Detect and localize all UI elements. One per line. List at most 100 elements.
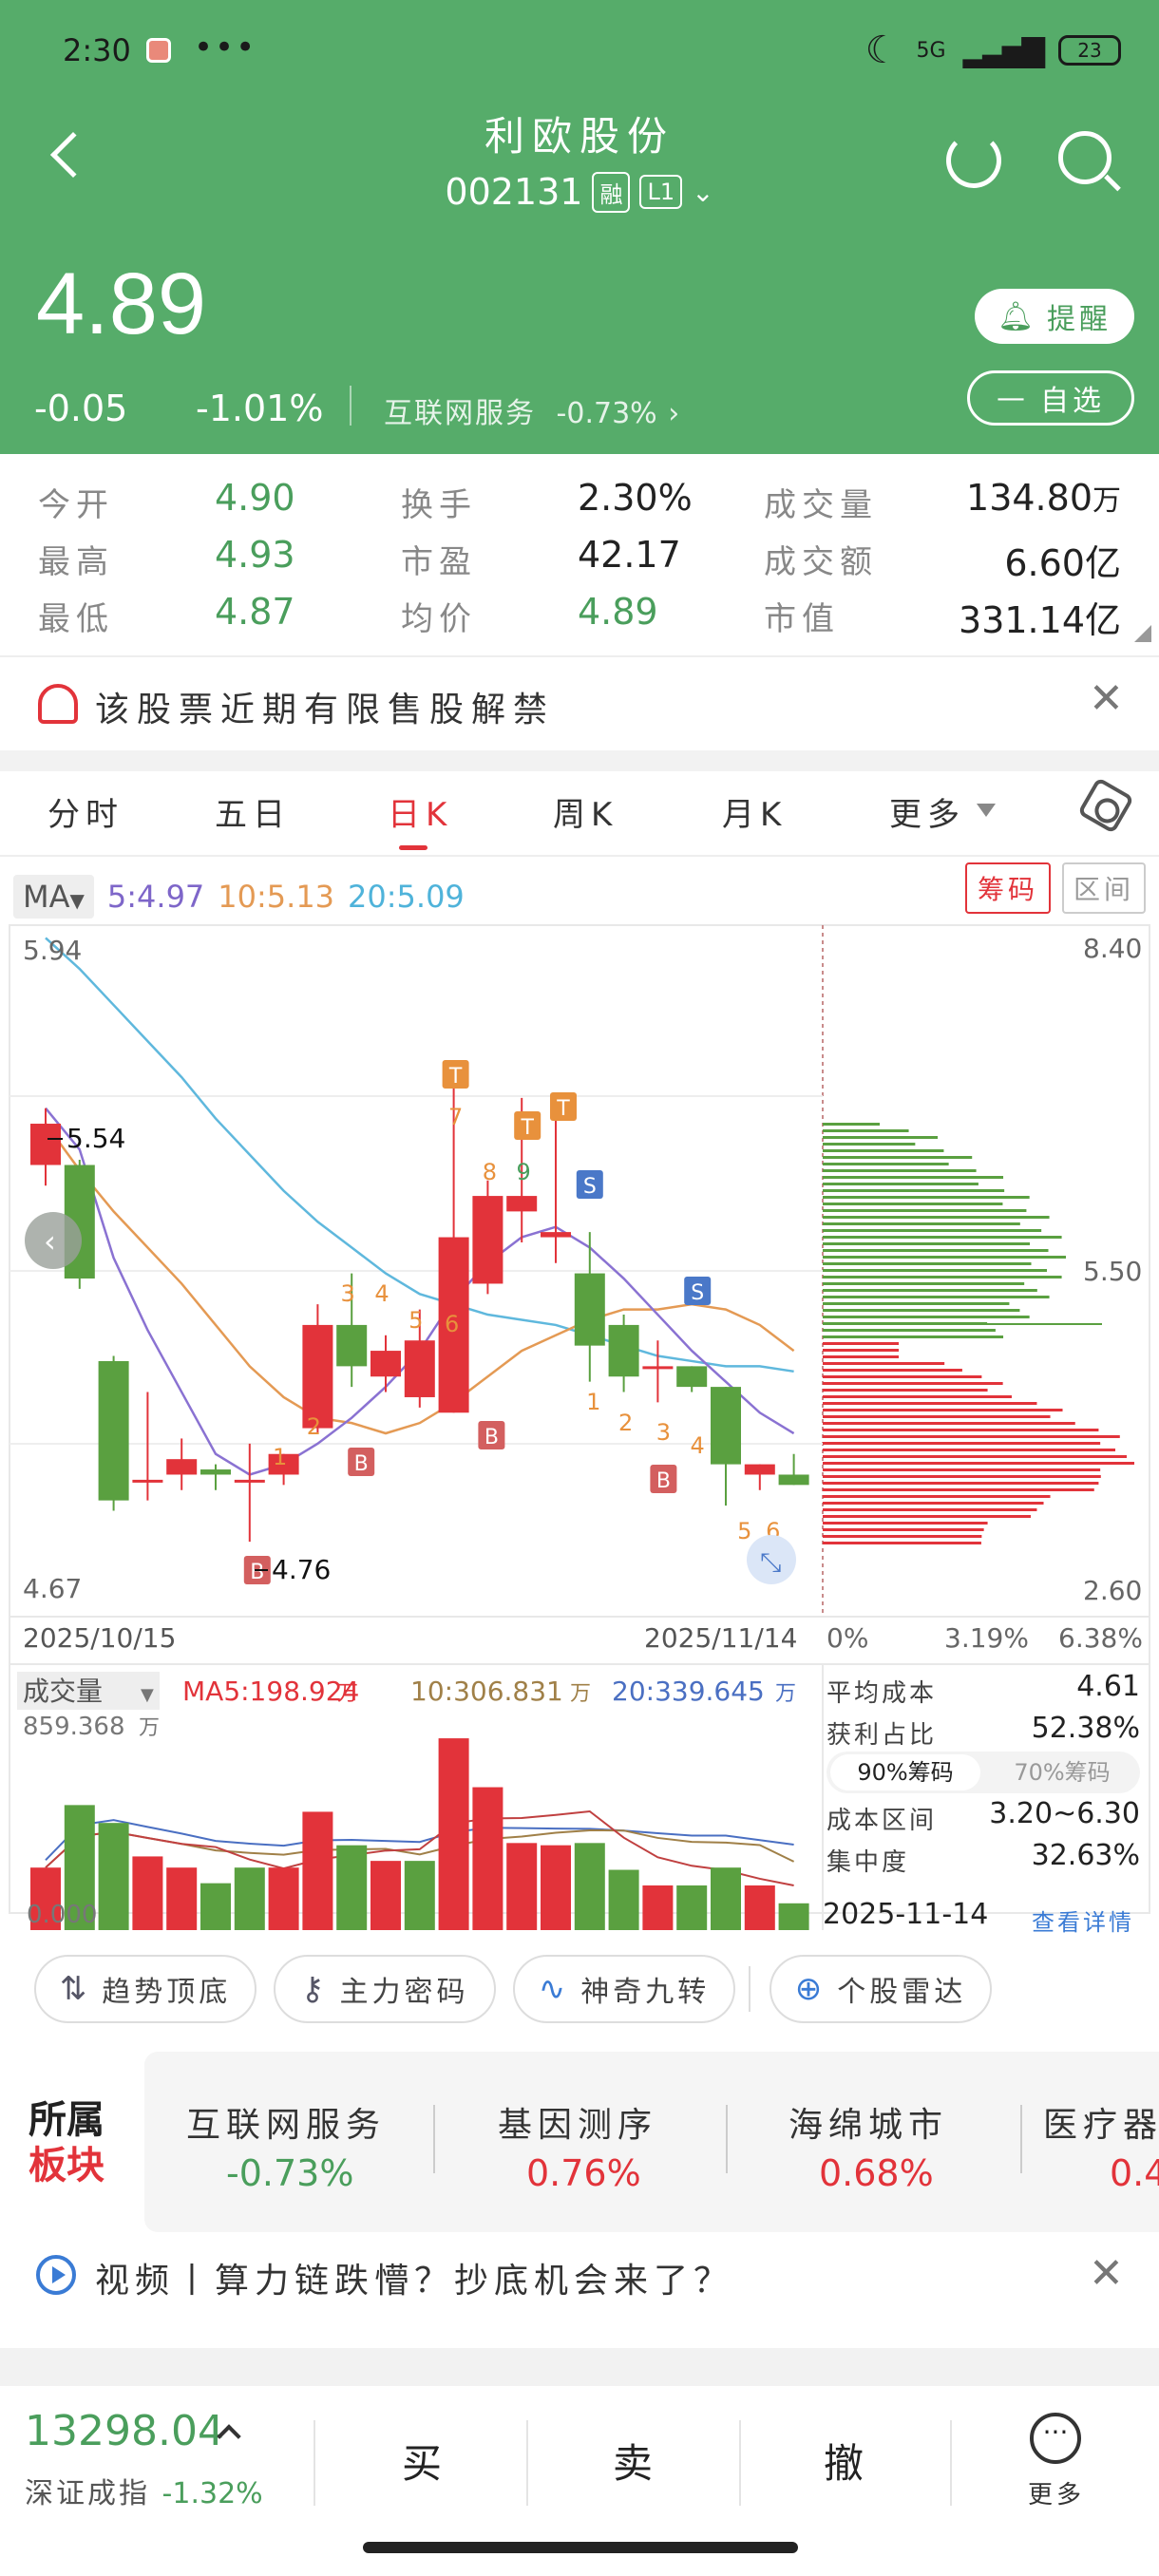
open-value: 4.90	[215, 477, 295, 519]
nine-count: 5	[408, 1307, 423, 1334]
sector-item-name[interactable]: 医疗器	[1043, 2106, 1159, 2145]
candle-body	[744, 1464, 775, 1475]
unlock-notice[interactable]: 该股票近期有限售股解禁 ✕	[0, 655, 1159, 750]
chevron-right-icon: ›	[668, 397, 682, 430]
chip-bar	[823, 1209, 1027, 1212]
tab-intraday[interactable]: 分时	[48, 796, 124, 834]
magic-nine-button[interactable]: ∿ 神奇九转	[513, 1955, 735, 2023]
trend-top-bottom-button[interactable]: ⇅ 趋势顶底	[34, 1955, 256, 2023]
buy-button[interactable]: 买	[401, 2440, 442, 2487]
settings-icon[interactable]	[1076, 776, 1135, 835]
turnover-value: 2.30%	[578, 477, 693, 519]
signal-badge	[684, 1277, 712, 1305]
y-axis-bottom: 4.67	[23, 1573, 82, 1604]
sector-item-pct: 0.76%	[526, 2152, 641, 2194]
chip-bar	[823, 1449, 1116, 1451]
signal-bars-icon: ▂▃▅▇	[962, 32, 1045, 68]
stock-code-row[interactable]: 002131 融 L1 ⌄	[0, 171, 1159, 213]
nine-count: 4	[691, 1432, 705, 1459]
volume-bar	[711, 1867, 741, 1930]
chip-bar	[823, 1442, 1101, 1445]
sector-item-name[interactable]: 海绵城市	[788, 2106, 949, 2145]
stock-radar-button[interactable]: ⊕ 个股雷达	[770, 1955, 992, 2023]
view-details-link[interactable]: 查看详情	[1032, 1909, 1134, 1936]
sector-heading-1: 所属	[28, 2098, 104, 2142]
chip-axis-mid: 5.50	[1083, 1256, 1142, 1287]
tab-90-chip[interactable]: 90%筹码	[830, 1754, 980, 1790]
sector-change: -0.73%	[556, 397, 657, 430]
close-icon[interactable]: ✕	[1089, 2249, 1124, 2298]
candle-body	[30, 1124, 61, 1165]
volume-bar	[30, 1867, 61, 1930]
volume-bar	[234, 1867, 265, 1930]
chip-bar	[823, 1282, 1025, 1285]
chip-bar	[823, 1296, 1050, 1298]
sector-panel[interactable]	[144, 2052, 1159, 2232]
tab-daily-k[interactable]: 日K	[388, 796, 453, 834]
tab-70-chip[interactable]: 70%筹码	[1014, 1759, 1111, 1786]
mcap-value: 331.14亿	[959, 599, 1121, 641]
candle-body	[200, 1469, 231, 1475]
cost-range-value: 3.20~6.30	[989, 1797, 1140, 1830]
chip-bar	[823, 1542, 981, 1544]
divider	[1020, 2105, 1022, 2173]
ma-select[interactable]: MA▼	[13, 875, 94, 919]
range-button[interactable]: 区间	[1062, 862, 1146, 914]
chip-distribution	[823, 1123, 1135, 1544]
expand-corner-icon[interactable]	[1134, 625, 1151, 642]
caret-down-icon[interactable]	[977, 804, 996, 817]
signal-badge	[576, 1170, 603, 1199]
index-value[interactable]: 13298.04	[25, 2407, 224, 2455]
search-icon[interactable]	[1058, 131, 1112, 184]
volume-bar	[166, 1867, 198, 1930]
main-force-code-button[interactable]: ⚷ 主力密码	[274, 1955, 496, 2023]
chip-bar	[823, 1156, 973, 1159]
remind-button[interactable]: 🔔︎ 提醒	[975, 289, 1134, 344]
ma10-line	[44, 1123, 795, 1435]
sector-item-name[interactable]: 互联网服务	[186, 2106, 387, 2145]
battery-icon: 23	[1058, 35, 1121, 66]
sector-item-name[interactable]: 基因测序	[498, 2106, 658, 2145]
tab-five-day[interactable]: 五日	[215, 796, 291, 834]
tab-weekly-k[interactable]: 周K	[553, 796, 618, 834]
nine-count: 6	[445, 1311, 459, 1337]
chevron-down-icon[interactable]: ⌄	[692, 176, 714, 208]
tab-more[interactable]: 更多	[889, 796, 965, 834]
cancel-order-button[interactable]: 撤	[823, 2440, 864, 2487]
date-end: 2025/11/14	[644, 1622, 797, 1654]
divider	[739, 2420, 741, 2506]
section-gap	[0, 2348, 1159, 2386]
volume-bar	[336, 1845, 368, 1930]
sell-button[interactable]: 卖	[612, 2440, 653, 2487]
tab-monthly-k[interactable]: 月K	[722, 796, 788, 834]
more-label[interactable]: 更多	[1028, 2481, 1086, 2510]
tool-label: 个股雷达	[837, 1976, 967, 2009]
volume-ma-lines	[45, 1809, 795, 1886]
stats-grid: 今开 4.90 最高 4.93 最低 4.87 换手 2.30% 市盈 42.1…	[0, 454, 1159, 653]
low-value: 4.87	[215, 591, 295, 633]
signal-badge-label: B	[484, 1426, 499, 1449]
add-watchlist-button[interactable]: — 自选	[967, 370, 1134, 426]
chip-bar	[823, 1163, 949, 1165]
refresh-icon[interactable]	[946, 133, 1001, 188]
chip-button[interactable]: 筹码	[965, 862, 1051, 914]
pe-label: 市盈	[401, 543, 477, 581]
sector-link[interactable]: 互联网服务 -0.73% ›	[384, 389, 681, 431]
candle-body	[608, 1324, 639, 1377]
close-icon[interactable]: ✕	[1089, 674, 1124, 723]
key-icon: ⚷	[300, 1970, 329, 2008]
video-news-row[interactable]: 视频丨算力链跌懵？抄底机会来了？ ✕	[0, 2232, 1159, 2327]
chip-bar	[823, 1183, 978, 1185]
nine-count: 2	[307, 1413, 321, 1440]
more-icon[interactable]: ···	[1030, 2413, 1081, 2464]
nine-count: 7	[448, 1104, 463, 1130]
signal-icon: 5G	[916, 38, 946, 63]
nine-count: 3	[656, 1419, 671, 1446]
sector-item-pct: 0.4	[1110, 2152, 1159, 2194]
chip-bar	[823, 1482, 1099, 1485]
chip-bar	[823, 1455, 1127, 1458]
candle-body	[98, 1360, 129, 1501]
home-indicator	[363, 2542, 798, 2553]
margin-tag: 融	[592, 171, 631, 213]
